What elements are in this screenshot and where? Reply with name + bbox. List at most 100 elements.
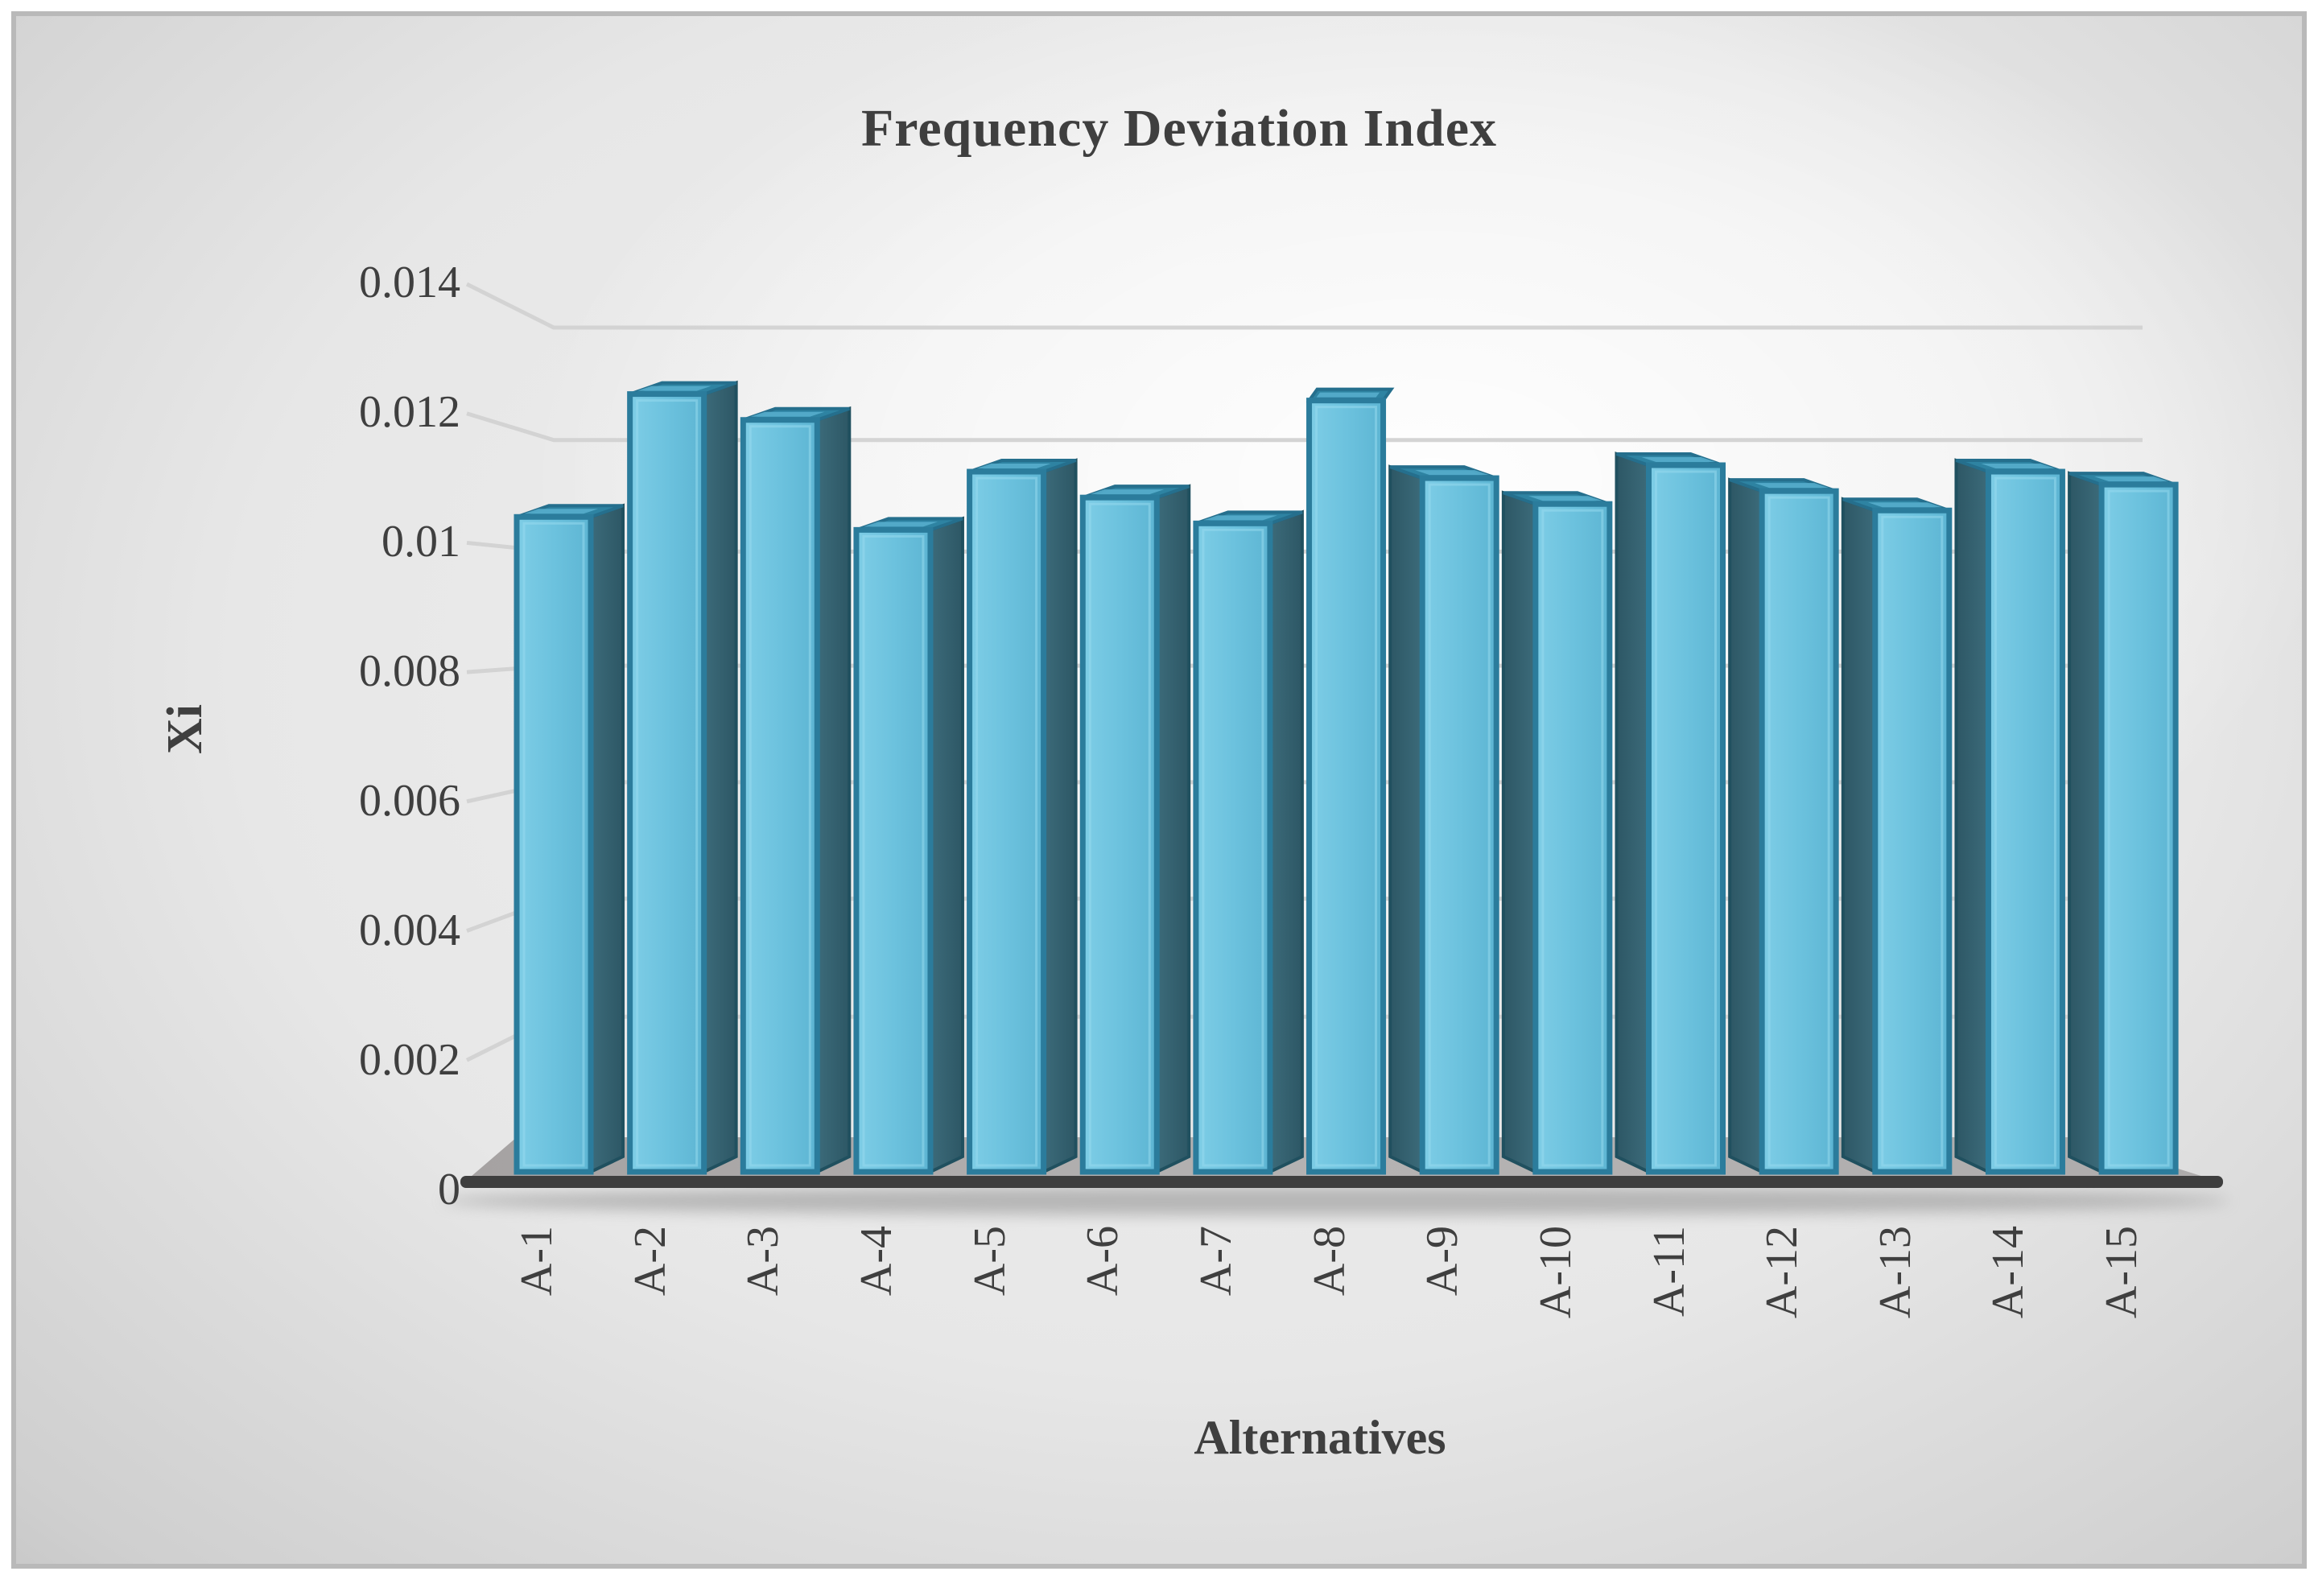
bar-front-face	[514, 513, 594, 1175]
bar-A-3	[740, 406, 852, 1175]
bar-A-8	[1305, 387, 1395, 1175]
bar-front-face	[2098, 481, 2179, 1175]
bar-A-2	[627, 380, 738, 1175]
x-label-a2: A-2	[625, 1226, 675, 1297]
x-label-a15: A-15	[2097, 1226, 2147, 1319]
bar-front-face	[1985, 468, 2065, 1175]
bar-front-bevel	[1881, 515, 1944, 1167]
x-axis-line	[460, 1176, 2223, 1188]
x-label-a10: A-10	[1531, 1226, 1581, 1319]
bar-front-bevel	[522, 522, 585, 1167]
bar-side-face	[815, 406, 852, 1175]
bar-A-9	[1388, 464, 1499, 1175]
x-label-a8: A-8	[1305, 1226, 1355, 1297]
bar-front-bevel	[1767, 496, 1830, 1167]
bar-top-face-highlight	[1755, 483, 1829, 489]
chart-title: Frequency Deviation Index	[860, 99, 1498, 158]
bar-front-bevel	[1428, 483, 1491, 1167]
chart-figure: 0.014 0.012 0.01 0.008 0.006 0.004 0.002…	[11, 11, 2307, 1569]
bar-front-bevel	[2107, 489, 2170, 1167]
x-label-a6: A-6	[1078, 1226, 1128, 1297]
y-tick-0014: 0.014	[359, 258, 460, 307]
x-label-a5: A-5	[965, 1226, 1015, 1297]
y-tick-0008: 0.008	[359, 646, 460, 696]
bar-front-face	[853, 526, 934, 1175]
x-label-a7: A-7	[1191, 1226, 1241, 1297]
bar-front-face	[1419, 475, 1499, 1175]
bar-front-face	[1079, 494, 1160, 1175]
bar-top-face-highlight	[1641, 457, 1716, 463]
bar-A-11	[1615, 452, 1726, 1175]
bar-top-face-highlight	[750, 411, 825, 417]
bar-A-13	[1841, 497, 1953, 1175]
y-tick-0: 0	[438, 1165, 460, 1215]
bar-front-bevel	[1655, 470, 1717, 1167]
y-axis-title: Xi	[158, 704, 212, 754]
bar-top-face-highlight	[1981, 464, 2056, 469]
bar-A-10	[1501, 490, 1613, 1175]
bar-side-face	[1041, 458, 1078, 1175]
bar-front-face	[1872, 507, 1953, 1175]
bar-A-6	[1079, 484, 1191, 1175]
bar-top-face-highlight	[1202, 515, 1277, 521]
bar-front-face	[627, 391, 707, 1175]
x-label-a3: A-3	[738, 1226, 788, 1297]
bar-top-face-highlight	[863, 522, 938, 527]
bar-side-face	[1841, 497, 1877, 1175]
bar-front-face	[1306, 398, 1387, 1175]
bar-top-face-highlight	[1415, 470, 1490, 476]
bar-top-face-highlight	[524, 509, 598, 514]
bar-side-face	[1501, 490, 1537, 1175]
x-label-a13: A-13	[1870, 1226, 1920, 1319]
bar-front-bevel	[1541, 509, 1604, 1167]
x-label-a11: A-11	[1644, 1226, 1694, 1318]
bar-top-face-highlight	[1316, 392, 1380, 398]
bar-front-bevel	[1202, 528, 1264, 1167]
bar-front-bevel	[862, 534, 925, 1167]
y-tick-0006: 0.006	[359, 776, 460, 826]
bar-front-bevel	[975, 476, 1038, 1167]
x-label-a4: A-4	[852, 1226, 901, 1297]
bar-front-face	[1193, 520, 1273, 1175]
bar-front-face	[967, 468, 1047, 1175]
bar-top-face-highlight	[976, 464, 1051, 469]
bar-A-7	[1193, 509, 1304, 1175]
x-axis-title: Alternatives	[1194, 1411, 1446, 1464]
bar-front-face	[740, 417, 820, 1175]
y-tick-001: 0.01	[382, 517, 460, 567]
bar-side-face	[1388, 464, 1425, 1175]
bar-chart-canvas	[443, 282, 2229, 1215]
bar-A-1	[514, 503, 625, 1175]
bar-side-face	[1728, 477, 1764, 1175]
x-label-a14: A-14	[1983, 1226, 2033, 1319]
bar-top-face-highlight	[637, 386, 711, 391]
bar-front-bevel	[1994, 476, 2056, 1167]
bar-front-bevel	[636, 399, 699, 1167]
gridline	[465, 282, 2143, 330]
bar-A-14	[1954, 458, 2065, 1175]
bar-side-face	[1615, 452, 1651, 1175]
y-tick-0002: 0.002	[359, 1035, 460, 1085]
bar-front-face	[1532, 501, 1613, 1175]
bar-front-face	[1759, 488, 1839, 1175]
bar-A-4	[853, 516, 964, 1175]
floor-shadow	[443, 1186, 2229, 1215]
bar-front-face	[1646, 462, 1726, 1175]
bar-side-face	[1155, 484, 1191, 1175]
bar-front-bevel	[1315, 406, 1378, 1167]
bar-top-face-highlight	[1528, 496, 1602, 501]
bar-side-face	[702, 380, 738, 1175]
bar-side-face	[1268, 509, 1304, 1175]
y-tick-0004: 0.004	[359, 905, 460, 955]
bar-A-15	[2068, 471, 2179, 1175]
bar-A-5	[967, 458, 1078, 1175]
bar-side-face	[928, 516, 964, 1175]
bar-front-bevel	[749, 425, 811, 1167]
bar-side-face	[1954, 458, 1990, 1175]
gridline	[466, 411, 2143, 443]
bar-top-face-highlight	[2094, 476, 2169, 482]
x-label-a1: A-1	[512, 1226, 562, 1297]
bar-A-12	[1728, 477, 1839, 1175]
y-tick-0012: 0.012	[359, 387, 460, 437]
bar-front-bevel	[1088, 502, 1151, 1167]
